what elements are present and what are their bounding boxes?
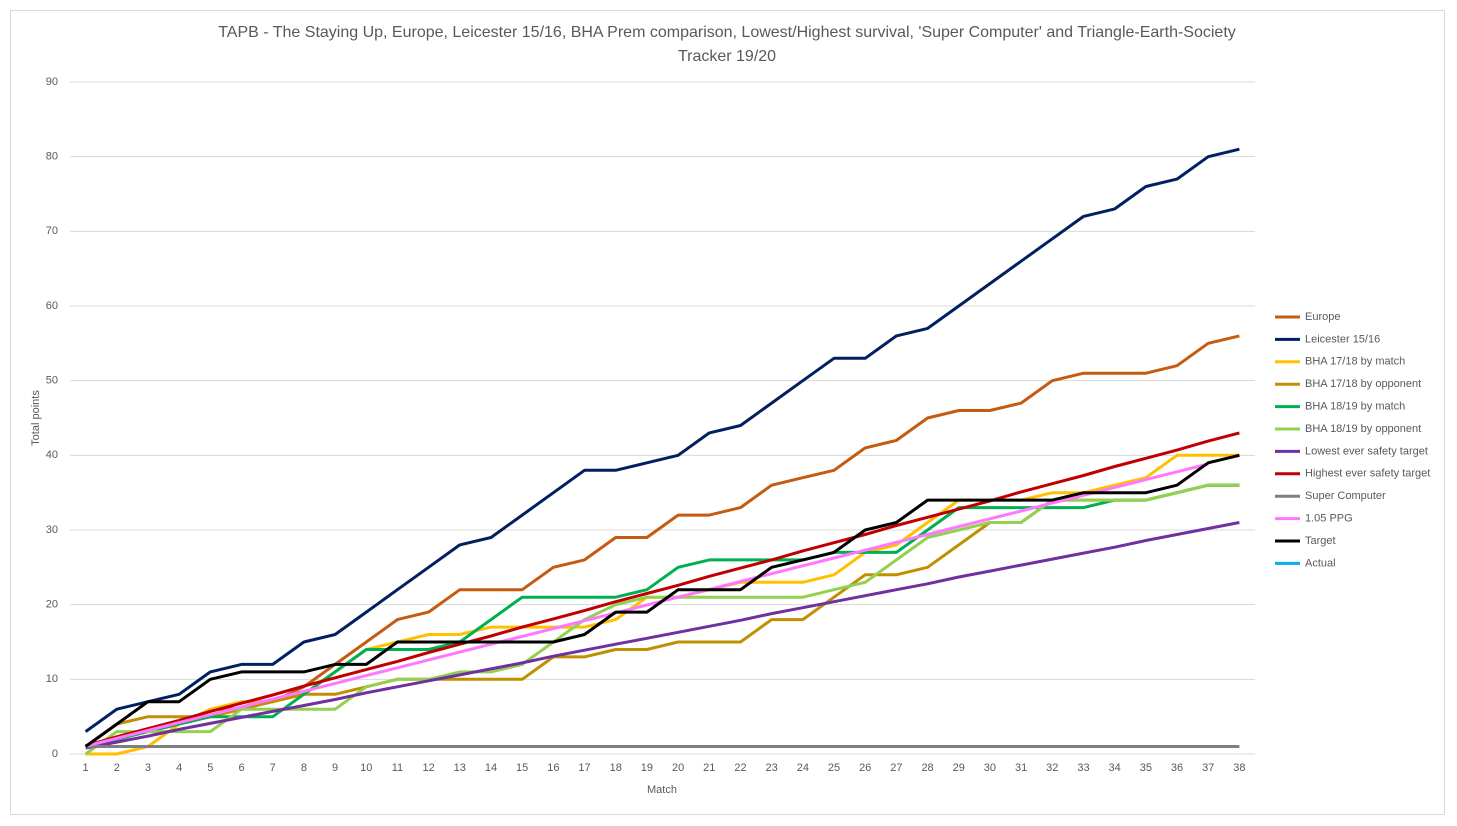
y-tick-label: 30 — [46, 524, 58, 536]
x-tick-label: 17 — [578, 762, 590, 774]
x-tick-label: 33 — [1077, 762, 1089, 774]
legend-label: 1.05 PPG — [1305, 513, 1353, 525]
x-tick-label: 11 — [392, 762, 403, 774]
legend-label: Target — [1305, 535, 1336, 547]
x-tick-label: 38 — [1233, 762, 1245, 774]
x-tick-label: 36 — [1171, 762, 1183, 774]
y-tick-label: 0 — [52, 748, 58, 760]
x-tick-label: 7 — [270, 762, 276, 774]
x-tick-label: 37 — [1202, 762, 1214, 774]
x-tick-label: 26 — [859, 762, 871, 774]
y-tick-label: 70 — [46, 225, 58, 237]
x-tick-label: 2 — [114, 762, 120, 774]
legend-label: Lowest ever safety target — [1305, 445, 1428, 457]
chart-title: TAPB - The Staying Up, Europe, Leicester… — [218, 24, 1236, 41]
x-tick-label: 20 — [672, 762, 684, 774]
y-tick-label: 50 — [46, 375, 58, 387]
x-tick-label: 19 — [641, 762, 653, 774]
x-tick-label: 18 — [610, 762, 622, 774]
series-line — [84, 453, 1240, 748]
x-tick-label: 15 — [516, 762, 528, 774]
x-tick-label: 22 — [734, 762, 746, 774]
x-tick-label: 5 — [207, 762, 213, 774]
x-tick-label: 13 — [454, 762, 466, 774]
y-tick-label: 80 — [46, 151, 58, 163]
x-tick-label: 23 — [766, 762, 778, 774]
legend-label: Super Computer — [1305, 490, 1386, 502]
x-tick-label: 34 — [1109, 762, 1121, 774]
x-tick-label: 4 — [176, 762, 182, 774]
chart-border — [10, 10, 1445, 815]
x-tick-label: 9 — [332, 762, 338, 774]
legend-label: Leicester 15/16 — [1305, 333, 1380, 345]
x-tick-label: 21 — [703, 762, 715, 774]
x-tick-label: 35 — [1140, 762, 1152, 774]
series-line — [85, 483, 1240, 748]
x-tick-label: 28 — [921, 762, 933, 774]
x-tick-label: 10 — [360, 762, 372, 774]
y-tick-label: 10 — [46, 673, 58, 685]
x-tick-label: 16 — [547, 762, 559, 774]
y-tick-label: 90 — [46, 76, 58, 88]
x-tick-label: 14 — [485, 762, 497, 774]
x-tick-label: 24 — [797, 762, 809, 774]
series-line — [84, 147, 1240, 733]
legend-label: Highest ever safety target — [1305, 468, 1430, 480]
x-tick-label: 25 — [828, 762, 840, 774]
y-tick-label: 40 — [46, 449, 58, 461]
x-tick-label: 12 — [422, 762, 434, 774]
x-tick-label: 6 — [238, 762, 244, 774]
y-axis-label: Total points — [30, 390, 42, 446]
series-line — [85, 521, 1240, 750]
series-line — [85, 462, 1209, 748]
x-tick-label: 31 — [1015, 762, 1027, 774]
x-tick-label: 32 — [1046, 762, 1058, 774]
x-tick-label: 30 — [984, 762, 996, 774]
x-tick-label: 8 — [301, 762, 307, 774]
legend-label: BHA 17/18 by opponent — [1305, 378, 1421, 390]
x-tick-label: 27 — [890, 762, 902, 774]
legend-label: Actual — [1305, 557, 1336, 569]
series-line — [85, 431, 1240, 748]
legend-label: BHA 18/19 by match — [1305, 401, 1405, 413]
legend-label: BHA 17/18 by match — [1305, 356, 1405, 368]
x-tick-label: 29 — [953, 762, 965, 774]
legend-label: Europe — [1305, 311, 1340, 323]
x-tick-label: 1 — [83, 762, 89, 774]
y-tick-label: 20 — [46, 599, 58, 611]
chart-subtitle: Tracker 19/20 — [678, 48, 776, 65]
y-tick-label: 60 — [46, 300, 58, 312]
x-tick-label: 3 — [145, 762, 151, 774]
legend-label: BHA 18/19 by opponent — [1305, 423, 1421, 435]
x-axis-label: Match — [647, 784, 677, 796]
